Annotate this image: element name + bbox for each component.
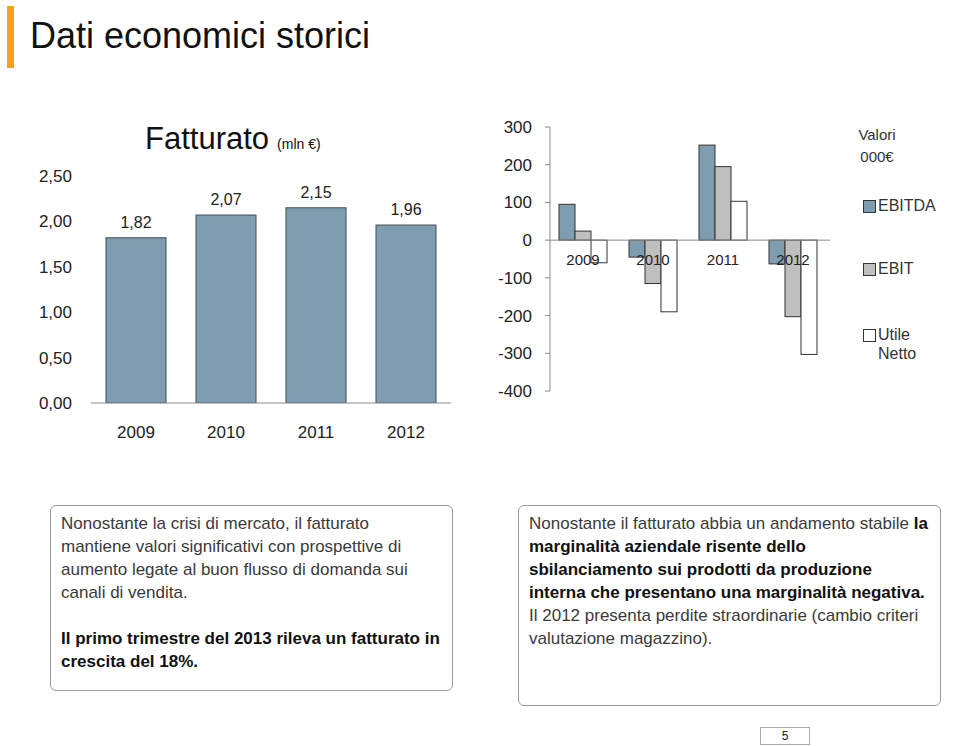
paragraph: Nonostante la crisi di mercato, il fattu… [61, 512, 442, 604]
x-axis [91, 403, 451, 404]
text: Nonostante la crisi di mercato, il fattu… [61, 514, 408, 602]
tick-mark [545, 127, 550, 128]
tick-label: -300 [498, 344, 532, 363]
tick-mark [545, 315, 550, 316]
data-label: 2,07 [210, 191, 241, 208]
bar [731, 201, 747, 240]
bar [559, 204, 575, 240]
data-label: 1,82 [120, 214, 151, 231]
data-label: 1,96 [390, 201, 421, 218]
bold-text: Il primo trimestre del 2013 rileva un fa… [61, 629, 440, 671]
tick-label: 0,00 [39, 394, 72, 413]
tick-label: -100 [498, 269, 532, 288]
bar [376, 225, 436, 403]
tick-label: 100 [504, 193, 532, 212]
tick-mark [87, 266, 91, 267]
tick-mark [545, 277, 550, 278]
bar [575, 231, 591, 240]
bar [699, 145, 715, 240]
bar [715, 167, 731, 241]
tick-mark [87, 312, 91, 313]
bars [106, 208, 436, 403]
tick-label: 1,00 [39, 303, 72, 322]
tick-mark [87, 403, 91, 404]
tick-label: 2,00 [39, 212, 72, 231]
zero-line [550, 240, 830, 241]
tick-label: 1,50 [39, 258, 72, 277]
tick-mark [87, 221, 91, 222]
y-axis [550, 127, 551, 391]
legend-label: EBIT [878, 259, 934, 278]
tick-mark [87, 357, 91, 358]
category-label: 2012 [776, 251, 809, 268]
text: Il 2012 presenta perdite straordinarie (… [529, 606, 918, 648]
tick-mark [545, 164, 550, 165]
category-label: 2011 [298, 423, 335, 442]
legend-swatch [863, 200, 876, 213]
tick-label: -200 [498, 307, 532, 326]
legend-title: Valori 000€ [848, 124, 906, 168]
category-label: 2010 [207, 423, 245, 442]
text: Nonostante il fatturato abbia un andamen… [529, 514, 914, 533]
text-box: Nonostante la crisi di mercato, il fattu… [50, 505, 453, 691]
chart-subtitle: (mln €) [277, 136, 321, 152]
tick-mark [545, 353, 550, 354]
category-label: 2012 [387, 423, 425, 442]
bar [196, 215, 256, 403]
chart-revenue: Fatturato (mln €) 0,00 0,50 1,00 1,50 2,00 2,50… [39, 121, 451, 442]
paragraph: Il primo trimestre del 2013 rileva un fa… [61, 627, 442, 673]
header-accent [7, 6, 14, 68]
category-label: 2011 [707, 251, 739, 268]
data-label: 2,15 [300, 184, 331, 201]
category-label: 2009 [117, 423, 155, 442]
paragraph: Il 2012 presenta perdite straordinarie (… [529, 604, 930, 650]
tick-label: 0 [523, 231, 532, 250]
text-box: Nonostante il fatturato abbia un andamen… [518, 505, 941, 706]
page-number: 5 [760, 727, 810, 745]
legend-swatch [863, 329, 876, 342]
tick-mark [545, 240, 550, 241]
chart-title: Fatturato [145, 121, 269, 156]
tick-label: 300 [504, 118, 532, 137]
bar [286, 208, 346, 403]
tick-mark [545, 202, 550, 203]
category-label: 2010 [636, 251, 669, 268]
category-label: 2009 [566, 251, 599, 268]
legend-label: EBITDA [878, 196, 934, 215]
tick-label: -400 [498, 382, 532, 401]
tick-label: 2,50 [39, 167, 72, 186]
tick-mark [545, 391, 550, 392]
bars [559, 145, 817, 354]
tick-label: 0,50 [39, 349, 72, 368]
header-title: Dati economici storici [30, 15, 370, 56]
tick-label: 200 [504, 156, 532, 175]
legend-swatch [863, 263, 876, 276]
paragraph: Nonostante il fatturato abbia un andamen… [529, 512, 930, 604]
chart-margins: -400 -300 -200 -100 0 100 200 300 2009 2010 2011 20… [498, 118, 830, 401]
tick-mark [87, 176, 91, 177]
legend-label: Utile Netto [878, 325, 934, 363]
bar [106, 238, 166, 403]
